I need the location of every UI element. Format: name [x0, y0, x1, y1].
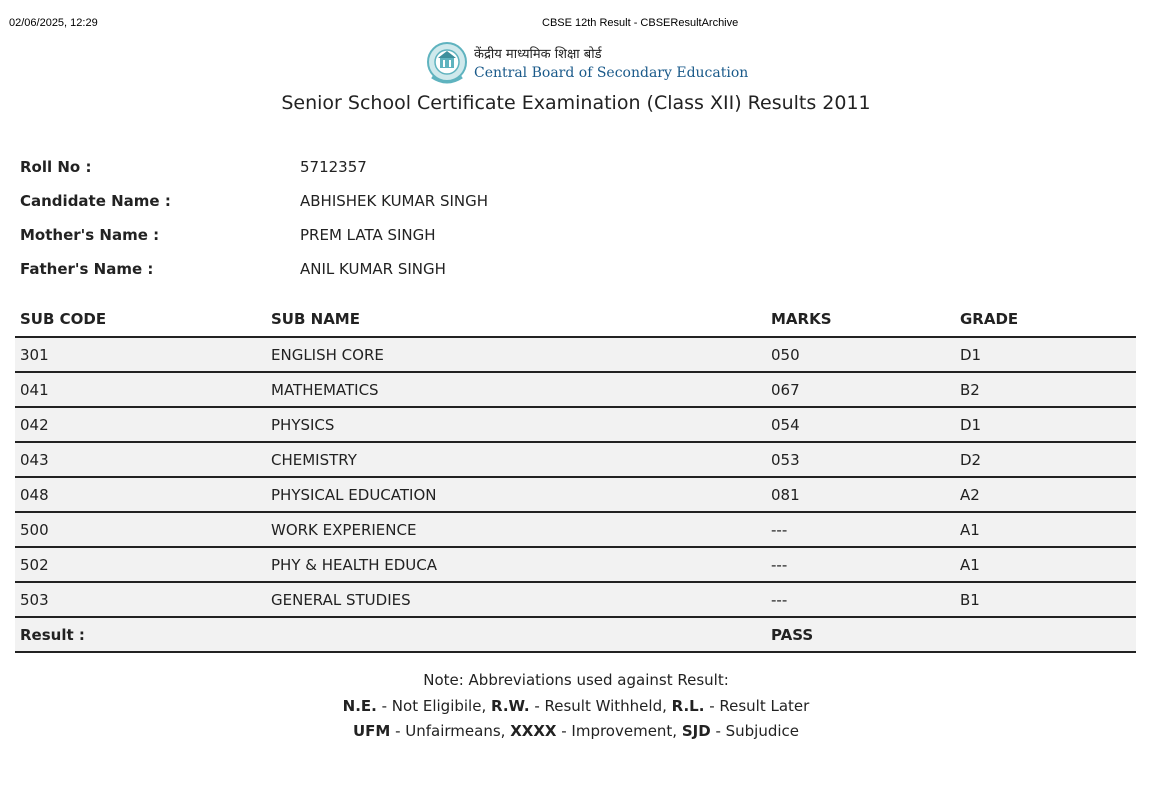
- result-empty-cell: [955, 617, 1136, 653]
- note-meaning: - Unfairmeans,: [390, 722, 511, 740]
- header-marks: MARKS: [766, 302, 955, 338]
- roll-no-label: Roll No :: [20, 158, 92, 176]
- cell-sub-code: 041: [15, 372, 266, 408]
- result-row: Result : PASS: [15, 617, 1136, 653]
- father-name-label: Father's Name :: [20, 260, 154, 278]
- note-meaning: - Subjudice: [710, 722, 800, 740]
- cell-marks: 050: [766, 337, 955, 373]
- note-abbreviation: R.L.: [671, 697, 705, 715]
- cbse-emblem-icon: [427, 42, 467, 84]
- cell-sub-code: 043: [15, 442, 266, 478]
- header-sub-code: SUB CODE: [15, 302, 266, 338]
- cell-marks: ---: [766, 582, 955, 618]
- cell-grade: D1: [955, 337, 1136, 373]
- header-sub-name: SUB NAME: [266, 302, 766, 338]
- note-line-1: N.E. - Not Eligibile, R.W. - Result With…: [0, 697, 1152, 715]
- cbse-logo: केंद्रीय माध्यमिक शिक्षा बोर्ड Central B…: [426, 40, 748, 88]
- cell-marks: 053: [766, 442, 955, 478]
- cell-sub-name: ENGLISH CORE: [266, 337, 766, 373]
- cell-grade: A2: [955, 477, 1136, 513]
- logo-english-text: Central Board of Secondary Education: [474, 65, 749, 81]
- note-meaning: - Not Eligibile,: [376, 697, 491, 715]
- father-name-value: ANIL KUMAR SINGH: [300, 260, 446, 278]
- cell-sub-code: 500: [15, 512, 266, 548]
- cell-sub-name: PHYSICS: [266, 407, 766, 443]
- note-meaning: - Result Later: [704, 697, 810, 715]
- cell-sub-name: MATHEMATICS: [266, 372, 766, 408]
- mother-name-value: PREM LATA SINGH: [300, 226, 436, 244]
- cell-sub-code: 048: [15, 477, 266, 513]
- cell-marks: 054: [766, 407, 955, 443]
- table-row: 048 PHYSICAL EDUCATION 081 A2: [15, 477, 1136, 513]
- marks-table: SUB CODE SUB NAME MARKS GRADE 301 ENGLISH…: [15, 302, 1136, 653]
- mother-name-label: Mother's Name :: [20, 226, 160, 244]
- cell-marks: 067: [766, 372, 955, 408]
- cell-sub-code: 301: [15, 337, 266, 373]
- print-datetime: 02/06/2025, 12:29: [9, 17, 98, 29]
- cell-grade: D1: [955, 407, 1136, 443]
- result-label: Result :: [15, 617, 266, 653]
- table-row: 043 CHEMISTRY 053 D2: [15, 442, 1136, 478]
- note-abbreviation: XXXX: [510, 722, 557, 740]
- cell-marks: ---: [766, 512, 955, 548]
- result-value: PASS: [766, 617, 955, 653]
- cell-marks: 081: [766, 477, 955, 513]
- note-meaning: - Result Withheld,: [529, 697, 672, 715]
- cell-sub-name: PHYSICAL EDUCATION: [266, 477, 766, 513]
- table-row: 042 PHYSICS 054 D1: [15, 407, 1136, 443]
- table-row: 503 GENERAL STUDIES --- B1: [15, 582, 1136, 618]
- candidate-name-value: ABHISHEK KUMAR SINGH: [300, 192, 489, 210]
- cell-grade: A1: [955, 512, 1136, 548]
- cell-sub-code: 502: [15, 547, 266, 583]
- print-page-title: CBSE 12th Result - CBSEResultArchive: [542, 17, 739, 29]
- table-header-row: SUB CODE SUB NAME MARKS GRADE: [15, 302, 1136, 338]
- note-heading: Note: Abbreviations used against Result:: [423, 671, 729, 689]
- cell-sub-name: WORK EXPERIENCE: [266, 512, 766, 548]
- page-title: Senior School Certificate Examination (C…: [281, 92, 871, 114]
- cell-grade: A1: [955, 547, 1136, 583]
- cell-marks: ---: [766, 547, 955, 583]
- table-row: 041 MATHEMATICS 067 B2: [15, 372, 1136, 408]
- note-line-2: UFM - Unfairmeans, XXXX - Improvement, S…: [0, 722, 1152, 740]
- cell-grade: D2: [955, 442, 1136, 478]
- note-abbreviation: UFM: [352, 722, 391, 740]
- table-row: 301 ENGLISH CORE 050 D1: [15, 337, 1136, 373]
- note-abbreviation: N.E.: [342, 697, 377, 715]
- note-abbreviation: R.W.: [490, 697, 530, 715]
- table-row: 500 WORK EXPERIENCE --- A1: [15, 512, 1136, 548]
- cell-sub-name: CHEMISTRY: [266, 442, 766, 478]
- cell-sub-name: GENERAL STUDIES: [266, 582, 766, 618]
- cell-grade: B1: [955, 582, 1136, 618]
- result-empty-cell: [266, 617, 766, 653]
- note-meaning: - Improvement,: [556, 722, 682, 740]
- cell-sub-code: 042: [15, 407, 266, 443]
- cell-sub-code: 503: [15, 582, 266, 618]
- table-row: 502 PHY & HEALTH EDUCA --- A1: [15, 547, 1136, 583]
- cell-sub-name: PHY & HEALTH EDUCA: [266, 547, 766, 583]
- logo-hindi-text: केंद्रीय माध्यमिक शिक्षा बोर्ड: [474, 47, 602, 62]
- cell-grade: B2: [955, 372, 1136, 408]
- candidate-name-label: Candidate Name :: [20, 192, 171, 210]
- roll-no-value: 5712357: [300, 158, 367, 176]
- header-grade: GRADE: [955, 302, 1136, 338]
- note-abbreviation: SJD: [681, 722, 711, 740]
